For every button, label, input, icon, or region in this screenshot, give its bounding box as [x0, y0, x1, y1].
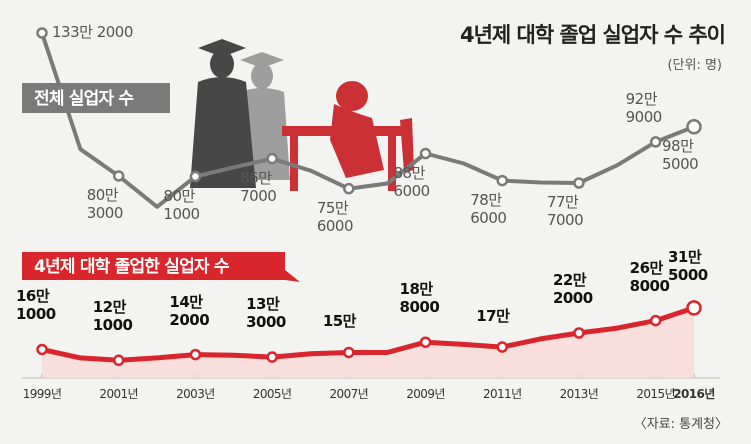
value-label: 77만 7000	[546, 193, 584, 229]
point	[112, 354, 125, 367]
value-label: 26만 8000	[629, 258, 670, 295]
value-label: 22만 2000	[552, 271, 593, 307]
point	[343, 182, 355, 195]
legend-box	[22, 252, 300, 282]
value-label: 18만 8000	[399, 280, 440, 317]
value-label: 92만 9000	[625, 89, 663, 126]
value-label: 75만 6000	[316, 198, 354, 235]
point	[266, 351, 278, 363]
legend-item: 전체 실업자 수	[22, 83, 170, 113]
x-tick-label: 2005년	[253, 387, 292, 401]
value-label: 16만 1000	[16, 287, 56, 324]
point	[496, 341, 508, 353]
chart-title: 4년제 대학 졸업 실업자 수 추이	[460, 23, 725, 47]
area	[42, 307, 694, 378]
x-tick-label: 2016년	[673, 387, 715, 401]
point	[343, 346, 355, 359]
value-label: 12만 1000	[92, 298, 133, 335]
illustration	[190, 39, 414, 191]
legend-item: 4년제 대학 졸업한 실업자 수	[22, 252, 300, 282]
point	[573, 327, 585, 339]
point	[189, 348, 202, 361]
series-line	[40, 32, 695, 209]
point	[419, 147, 432, 160]
unit-note: (단위: 명)	[667, 58, 722, 73]
legend-box	[22, 83, 170, 113]
point	[649, 314, 662, 327]
x-tick-label: 2009년	[406, 387, 445, 401]
value-label: 15만	[322, 312, 357, 331]
legend-label: 4년제 대학 졸업한 실업자 수	[34, 257, 230, 277]
legend-label: 전체 실업자 수	[34, 89, 134, 109]
value-label: 78만 6000	[470, 190, 507, 227]
point	[266, 152, 278, 165]
point	[686, 119, 702, 135]
x-tick-label: 1999년	[23, 387, 62, 401]
x-tick-label: 2013년	[560, 387, 599, 401]
value-label: 14만 2000	[169, 292, 210, 329]
point	[649, 136, 662, 148]
value-label: 31만 5000	[668, 247, 708, 284]
point	[189, 170, 202, 183]
point	[112, 170, 125, 182]
series-line	[41, 305, 695, 363]
x-tick-label: 2015년	[636, 387, 675, 401]
point	[686, 300, 702, 316]
point	[573, 177, 585, 189]
point	[36, 343, 48, 356]
source-note: 〈자료: 통계청〉	[634, 417, 728, 432]
value-label: 13만 3000	[246, 295, 286, 332]
point	[496, 174, 508, 187]
value-label: 17만	[476, 307, 510, 326]
x-tick-label: 2007년	[330, 387, 369, 401]
value-label: 133만 2000	[52, 23, 133, 41]
x-tick-label: 2001년	[99, 387, 138, 401]
x-tick-label: 2011년	[483, 387, 522, 401]
x-tick-label: 2003년	[176, 387, 215, 401]
point	[36, 27, 48, 39]
value-label: 98만 5000	[662, 136, 699, 173]
value-label: 80만 1000	[163, 186, 200, 223]
value-label: 88만 6000	[393, 163, 431, 200]
value-label: 80만 3000	[86, 185, 124, 222]
point	[419, 336, 432, 348]
value-label: 86만 7000	[240, 168, 277, 205]
